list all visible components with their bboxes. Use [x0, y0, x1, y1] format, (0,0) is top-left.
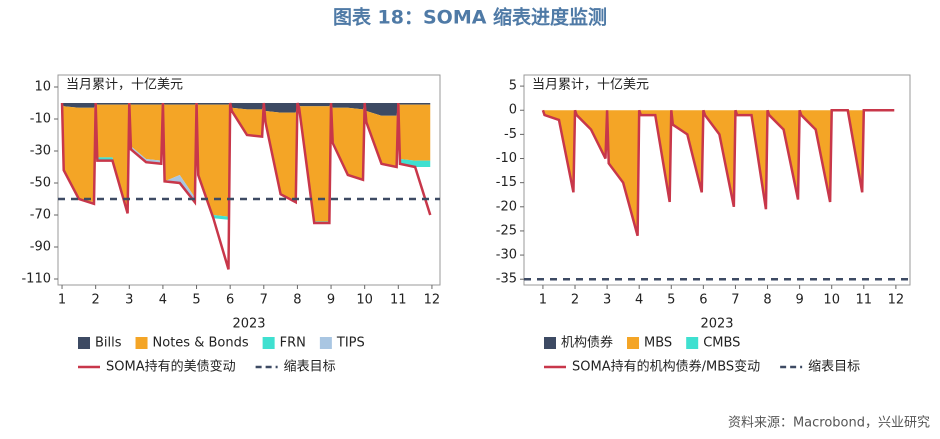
- y-tick-label: 0: [509, 103, 517, 118]
- x-tick-label: 2: [92, 293, 100, 308]
- legend-swatch: [262, 337, 275, 349]
- legend-label: FRN: [280, 336, 306, 351]
- legend-swatch: [627, 337, 640, 349]
- x-axis-label: 2023: [232, 317, 265, 332]
- x-tick-label: 11: [390, 293, 407, 308]
- y-tick-label: -15: [496, 175, 517, 190]
- legend-label: 缩表目标: [284, 359, 336, 375]
- x-tick-label: 1: [58, 293, 66, 308]
- x-tick-label: 1: [539, 293, 547, 308]
- line: [541, 108, 895, 237]
- y-tick-label: -35: [496, 272, 517, 287]
- x-tick-label: 9: [327, 293, 335, 308]
- area: [62, 103, 431, 222]
- page-title: 图表 18：SOMA 缩表进度监测: [333, 6, 607, 29]
- legend-label: Notes & Bonds: [153, 336, 249, 351]
- y-tick-label: 10: [34, 80, 51, 95]
- line: [60, 102, 432, 270]
- legend-swatch: [135, 337, 148, 349]
- area: [542, 110, 895, 236]
- x-tick-label: 9: [795, 293, 803, 308]
- x-tick-label: 4: [635, 293, 643, 308]
- x-tick-label: 6: [699, 293, 707, 308]
- x-axis-label: 2023: [700, 317, 733, 332]
- legend-label: Bills: [95, 336, 122, 351]
- legend-swatch: [686, 337, 699, 349]
- legend-label: 机构债券: [561, 335, 613, 351]
- x-tick-label: 2: [571, 293, 579, 308]
- y-tick-label: -70: [30, 208, 51, 223]
- y-tick-label: -110: [21, 272, 51, 287]
- plot-frame: [57, 74, 441, 286]
- legend-label: SOMA持有的美债变动: [106, 359, 236, 375]
- x-tick-label: 5: [667, 293, 675, 308]
- x-tick-label: 3: [125, 293, 133, 308]
- x-tick-label: 3: [603, 293, 611, 308]
- legend-label: 缩表目标: [808, 359, 860, 375]
- y-tick-label: -90: [30, 240, 51, 255]
- y-tick-label: -30: [496, 248, 517, 263]
- x-tick-label: 8: [293, 293, 301, 308]
- x-tick-label: 4: [159, 293, 167, 308]
- legend-swatch: [78, 337, 90, 349]
- legend-swatch: [544, 337, 556, 349]
- y-tick-label: -30: [30, 144, 51, 159]
- legend-label: MBS: [644, 336, 672, 351]
- x-tick-label: 12: [424, 293, 441, 308]
- area: [62, 103, 431, 116]
- y-tick-label: -5: [504, 127, 517, 142]
- legend-swatch: [319, 337, 332, 349]
- y-tick-label: 5: [509, 79, 517, 94]
- legend-label: CMBS: [703, 336, 740, 351]
- y-tick-label: -10: [30, 112, 51, 127]
- source: 资料来源：Macrobond，兴业研究: [728, 416, 930, 431]
- x-tick-label: 10: [823, 293, 840, 308]
- x-tick-label: 10: [356, 293, 373, 308]
- x-tick-label: 6: [226, 293, 234, 308]
- plot-frame: [523, 74, 911, 286]
- y-tick-label: -10: [496, 151, 517, 166]
- annotation: 当月累计，十亿美元: [532, 78, 649, 93]
- x-tick-label: 7: [260, 293, 268, 308]
- y-tick-label: -20: [496, 199, 517, 214]
- annotation: 当月累计，十亿美元: [66, 78, 183, 93]
- x-tick-label: 12: [888, 293, 905, 308]
- y-tick-label: -25: [496, 223, 517, 238]
- x-tick-label: 11: [856, 293, 873, 308]
- legend-label: TIPS: [336, 336, 365, 351]
- x-tick-label: 8: [763, 293, 771, 308]
- legend-label: SOMA持有的机构债券/MBS变动: [572, 359, 760, 375]
- x-tick-label: 5: [192, 293, 200, 308]
- x-tick-label: 7: [731, 293, 739, 308]
- y-tick-label: -50: [30, 176, 51, 191]
